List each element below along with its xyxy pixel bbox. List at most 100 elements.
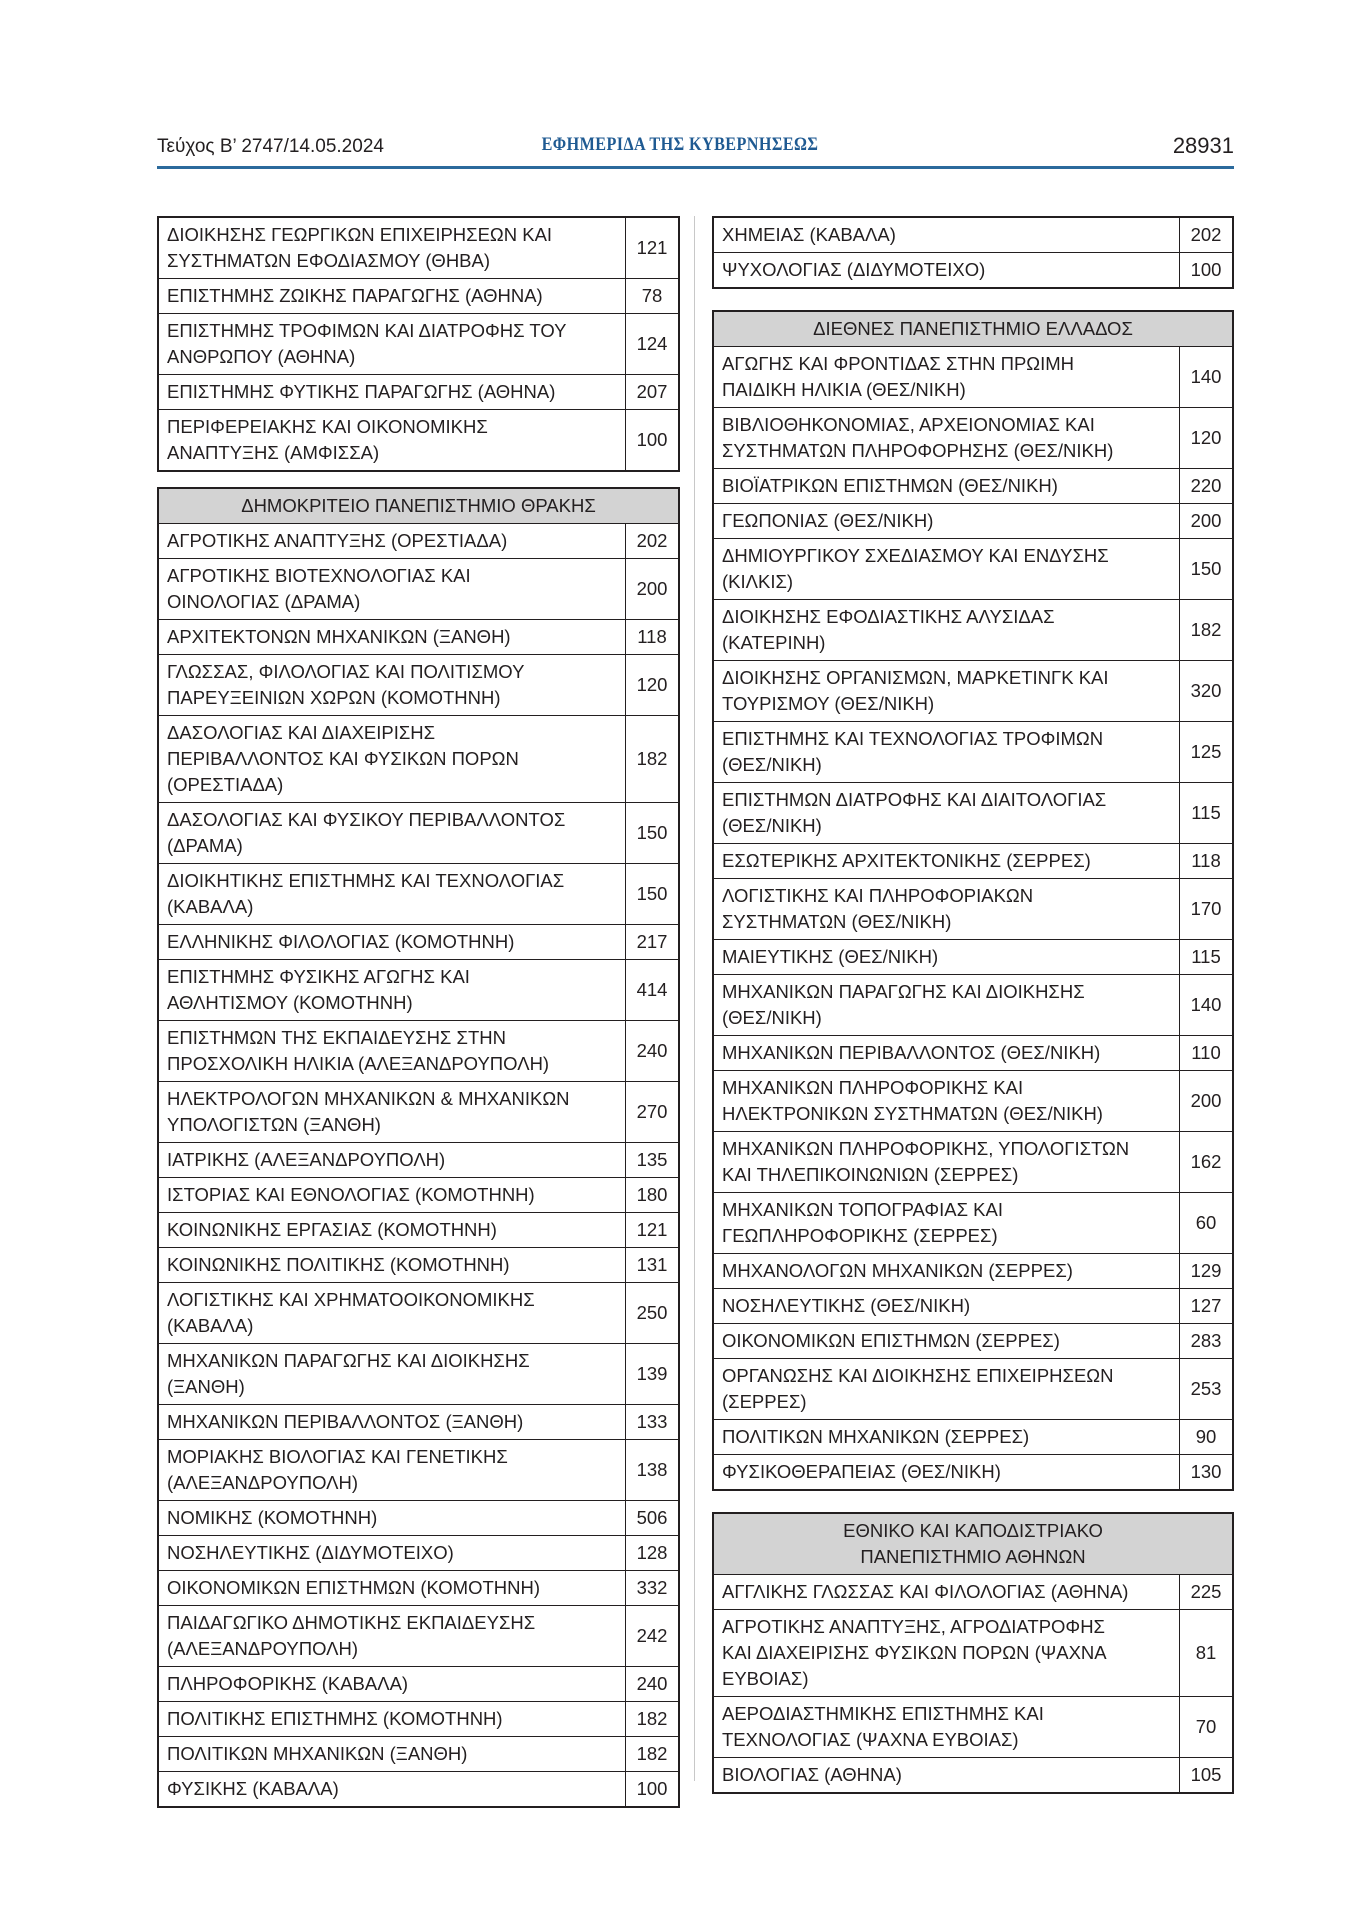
table-row: ΕΛΛΗΝΙΚΗΣ ΦΙΛΟΛΟΓΙΑΣ (ΚΟΜΟΤΗΝΗ) 217 — [157, 924, 680, 960]
department-name: ΑΓΡΟΤΙΚΗΣ ΑΝΑΠΤΥΞΗΣ (ΟΡΕΣΤΙΑΔΑ) — [157, 523, 626, 559]
department-name: ΙΑΤΡΙΚΗΣ (ΑΛΕΞΑΝΔΡΟΥΠΟΛΗ) — [157, 1142, 626, 1178]
table-row: ΝΟΜΙΚΗΣ (ΚΟΜΟΤΗΝΗ) 506 — [157, 1500, 680, 1536]
department-name: ΜΗΧΑΝΙΚΩΝ ΠΑΡΑΓΩΓΗΣ ΚΑΙ ΔΙΟΙΚΗΣΗΣ (ΘΕΣ/Ν… — [712, 974, 1180, 1036]
table-row: ΒΙΒΛΙΟΘΗΚΟΝΟΜΙΑΣ, ΑΡΧΕΙΟΝΟΜΙΑΣ ΚΑΙ ΣΥΣΤΗ… — [712, 407, 1234, 469]
department-name: ΔΑΣΟΛΟΓΙΑΣ ΚΑΙ ΔΙΑΧΕΙΡΙΣΗΣ ΠΕΡΙΒΑΛΛΟΝΤΟΣ… — [157, 715, 626, 803]
right-column: ΧΗΜΕΙΑΣ (ΚΑΒΑΛΑ) 202 ΨΥΧΟΛΟΓΙΑΣ (ΔΙΔΥΜΟΤΕΙ… — [712, 216, 1234, 1815]
places-count: 202 — [1179, 216, 1234, 253]
table-row: ΜΗΧΑΝΙΚΩΝ ΠΕΡΙΒΑΛΛΟΝΤΟΣ (ΘΕΣ/ΝΙΚΗ) 110 — [712, 1035, 1234, 1071]
left-column: ΔΙΟΙΚΗΣΗΣ ΓΕΩΡΓΙΚΩΝ ΕΠΙΧΕΙΡΗΣΕΩΝ ΚΑΙ ΣΥΣ… — [157, 216, 680, 1823]
places-count: 120 — [625, 654, 680, 716]
department-name: ΕΠΙΣΤΗΜΗΣ ΦΥΤΙΚΗΣ ΠΑΡΑΓΩΓΗΣ (ΑΘΗΝΑ) — [157, 374, 626, 410]
table-row: ΔΗΜΙΟΥΡΓΙΚΟΥ ΣΧΕΔΙΑΣΜΟΥ ΚΑΙ ΕΝΔΥΣΗΣ (ΚΙΛ… — [712, 538, 1234, 600]
department-name: ΕΣΩΤΕΡΙΚΗΣ ΑΡΧΙΤΕΚΤΟΝΙΚΗΣ (ΣΕΡΡΕΣ) — [712, 843, 1180, 879]
university-name: ΕΘΝΙΚΟ ΚΑΙ ΚΑΠΟΔΙΣΤΡΙΑΚΟ ΠΑΝΕΠΙΣΤΗΜΙΟ ΑΘ… — [712, 1512, 1234, 1575]
places-count: 225 — [1179, 1574, 1234, 1610]
table-row: ΙΣΤΟΡΙΑΣ ΚΑΙ ΕΘΝΟΛΟΓΙΑΣ (ΚΟΜΟΤΗΝΗ) 180 — [157, 1177, 680, 1213]
table-row: ΑΓΓΛΙΚΗΣ ΓΛΩΣΣΑΣ ΚΑΙ ΦΙΛΟΛΟΓΙΑΣ (ΑΘΗΝΑ) 2… — [712, 1574, 1234, 1610]
table-row: ΔΙΟΙΚΗΤΙΚΗΣ ΕΠΙΣΤΗΜΗΣ ΚΑΙ ΤΕΧΝΟΛΟΓΙΑΣ (Κ… — [157, 863, 680, 925]
places-count: 207 — [625, 374, 680, 410]
department-name: ΜΗΧΑΝΟΛΟΓΩΝ ΜΗΧΑΝΙΚΩΝ (ΣΕΡΡΕΣ) — [712, 1253, 1180, 1289]
department-name: ΙΣΤΟΡΙΑΣ ΚΑΙ ΕΘΝΟΛΟΓΙΑΣ (ΚΟΜΟΤΗΝΗ) — [157, 1177, 626, 1213]
department-name: ΓΕΩΠΟΝΙΑΣ (ΘΕΣ/ΝΙΚΗ) — [712, 503, 1180, 539]
department-name: ΦΥΣΙΚΟΘΕΡΑΠΕΙΑΣ (ΘΕΣ/ΝΙΚΗ) — [712, 1454, 1180, 1491]
places-count: 121 — [625, 1212, 680, 1248]
places-count: 131 — [625, 1247, 680, 1283]
places-count: 139 — [625, 1343, 680, 1405]
places-count: 200 — [1179, 503, 1234, 539]
department-name: ΔΙΟΙΚΗΤΙΚΗΣ ΕΠΙΣΤΗΜΗΣ ΚΑΙ ΤΕΧΝΟΛΟΓΙΑΣ (Κ… — [157, 863, 626, 925]
table-row: ΑΓΡΟΤΙΚΗΣ ΑΝΑΠΤΥΞΗΣ, ΑΓΡΟΔΙΑΤΡΟΦΗΣ ΚΑΙ Δ… — [712, 1609, 1234, 1697]
department-name: ΑΓΓΛΙΚΗΣ ΓΛΩΣΣΑΣ ΚΑΙ ΦΙΛΟΛΟΓΙΑΣ (ΑΘΗΝΑ) — [712, 1574, 1180, 1610]
university-heading-row: ΔΙΕΘΝΕΣ ΠΑΝΕΠΙΣΤΗΜΙΟ ΕΛΛΑΔΟΣ — [712, 310, 1234, 347]
department-name: ΗΛΕΚΤΡΟΛΟΓΩΝ ΜΗΧΑΝΙΚΩΝ & ΜΗΧΑΝΙΚΩΝ ΥΠΟΛΟ… — [157, 1081, 626, 1143]
places-count: 70 — [1179, 1696, 1234, 1758]
department-name: ΟΙΚΟΝΟΜΙΚΩΝ ΕΠΙΣΤΗΜΩΝ (ΚΟΜΟΤΗΝΗ) — [157, 1570, 626, 1606]
places-count: 105 — [1179, 1757, 1234, 1794]
places-count: 270 — [625, 1081, 680, 1143]
places-count: 81 — [1179, 1609, 1234, 1697]
table-row: ΙΑΤΡΙΚΗΣ (ΑΛΕΞΑΝΔΡΟΥΠΟΛΗ) 135 — [157, 1142, 680, 1178]
table-row: ΔΑΣΟΛΟΓΙΑΣ ΚΑΙ ΦΥΣΙΚΟΥ ΠΕΡΙΒΑΛΛΟΝΤΟΣ (ΔΡ… — [157, 802, 680, 864]
table-row: ΑΡΧΙΤΕΚΤΟΝΩΝ ΜΗΧΑΝΙΚΩΝ (ΞΑΝΘΗ) 118 — [157, 619, 680, 655]
department-name: ΨΥΧΟΛΟΓΙΑΣ (ΔΙΔΥΜΟΤΕΙΧΟ) — [712, 252, 1180, 289]
table-row: ΓΕΩΠΟΝΙΑΣ (ΘΕΣ/ΝΙΚΗ) 200 — [712, 503, 1234, 539]
table-row: ΦΥΣΙΚΟΘΕΡΑΠΕΙΑΣ (ΘΕΣ/ΝΙΚΗ) 130 — [712, 1454, 1234, 1491]
issue-number: Τεύχος Β’ 2747/14.05.2024 — [157, 136, 384, 157]
table-row: ΠΑΙΔΑΓΩΓΙΚΟ ΔΗΜΟΤΙΚΗΣ ΕΚΠΑΙΔΕΥΣΗΣ (ΑΛΕΞΑ… — [157, 1605, 680, 1667]
places-count: 60 — [1179, 1192, 1234, 1254]
department-name: ΜΗΧΑΝΙΚΩΝ ΤΟΠΟΓΡΑΦΙΑΣ ΚΑΙ ΓΕΩΠΛΗΡΟΦΟΡΙΚΗ… — [712, 1192, 1180, 1254]
department-name: ΚΟΙΝΩΝΙΚΗΣ ΠΟΛΙΤΙΚΗΣ (ΚΟΜΟΤΗΝΗ) — [157, 1247, 626, 1283]
table-row: ΟΙΚΟΝΟΜΙΚΩΝ ΕΠΙΣΤΗΜΩΝ (ΣΕΡΡΕΣ) 283 — [712, 1323, 1234, 1359]
table-row: ΜΗΧΑΝΙΚΩΝ ΠΛΗΡΟΦΟΡΙΚΗΣ ΚΑΙ ΗΛΕΚΤΡΟΝΙΚΩΝ … — [712, 1070, 1234, 1132]
table-row: ΕΠΙΣΤΗΜΗΣ ΚΑΙ ΤΕΧΝΟΛΟΓΙΑΣ ΤΡΟΦΙΜΩΝ (ΘΕΣ/… — [712, 721, 1234, 783]
places-count: 283 — [1179, 1323, 1234, 1359]
header-rule — [157, 166, 1234, 169]
department-name: ΜΗΧΑΝΙΚΩΝ ΠΕΡΙΒΑΛΛΟΝΤΟΣ (ΞΑΝΘΗ) — [157, 1404, 626, 1440]
table-row: ΕΠΙΣΤΗΜΗΣ ΖΩΙΚΗΣ ΠΑΡΑΓΩΓΗΣ (ΑΘΗΝΑ) 78 — [157, 278, 680, 314]
places-count: 124 — [625, 313, 680, 375]
department-name: ΕΠΙΣΤΗΜΩΝ ΤΗΣ ΕΚΠΑΙΔΕΥΣΗΣ ΣΤΗΝ ΠΡΟΣΧΟΛΙΚ… — [157, 1020, 626, 1082]
table-row: ΜΗΧΑΝΟΛΟΓΩΝ ΜΗΧΑΝΙΚΩΝ (ΣΕΡΡΕΣ) 129 — [712, 1253, 1234, 1289]
department-name: ΔΑΣΟΛΟΓΙΑΣ ΚΑΙ ΦΥΣΙΚΟΥ ΠΕΡΙΒΑΛΛΟΝΤΟΣ (ΔΡ… — [157, 802, 626, 864]
department-name: ΔΙΟΙΚΗΣΗΣ ΟΡΓΑΝΙΣΜΩΝ, ΜΑΡΚΕΤΙΝΓΚ ΚΑΙ ΤΟΥ… — [712, 660, 1180, 722]
department-name: ΒΙΟΛΟΓΙΑΣ (ΑΘΗΝΑ) — [712, 1757, 1180, 1794]
table-row: ΨΥΧΟΛΟΓΙΑΣ (ΔΙΔΥΜΟΤΕΙΧΟ) 100 — [712, 252, 1234, 289]
department-name: ΚΟΙΝΩΝΙΚΗΣ ΕΡΓΑΣΙΑΣ (ΚΟΜΟΤΗΝΗ) — [157, 1212, 626, 1248]
places-count: 150 — [625, 802, 680, 864]
places-count: 140 — [1179, 974, 1234, 1036]
places-count: 78 — [625, 278, 680, 314]
department-name: ΠΟΛΙΤΙΚΩΝ ΜΗΧΑΝΙΚΩΝ (ΣΕΡΡΕΣ) — [712, 1419, 1180, 1455]
table-row: ΠΕΡΙΦΕΡΕΙΑΚΗΣ ΚΑΙ ΟΙΚΟΝΟΜΙΚΗΣ ΑΝΑΠΤΥΞΗΣ … — [157, 409, 680, 472]
university-table: ΔΗΜΟΚΡΙΤΕΙΟ ΠΑΝΕΠΙΣΤΗΜΙΟ ΘΡΑΚΗΣ ΑΓΡΟΤΙΚΗΣ… — [157, 487, 680, 1808]
table-row: ΑΓΡΟΤΙΚΗΣ ΑΝΑΠΤΥΞΗΣ (ΟΡΕΣΤΙΑΔΑ) 202 — [157, 523, 680, 559]
table-row: ΕΠΙΣΤΗΜΩΝ ΔΙΑΤΡΟΦΗΣ ΚΑΙ ΔΙΑΙΤΟΛΟΓΙΑΣ (ΘΕ… — [712, 782, 1234, 844]
places-count: 127 — [1179, 1288, 1234, 1324]
university-heading-row: ΕΘΝΙΚΟ ΚΑΙ ΚΑΠΟΔΙΣΤΡΙΑΚΟ ΠΑΝΕΠΙΣΤΗΜΙΟ ΑΘ… — [712, 1512, 1234, 1575]
places-count: 180 — [625, 1177, 680, 1213]
department-name: ΓΛΩΣΣΑΣ, ΦΙΛΟΛΟΓΙΑΣ ΚΑΙ ΠΟΛΙΤΙΣΜΟΥ ΠΑΡΕΥ… — [157, 654, 626, 716]
table-row: ΑΓΡΟΤΙΚΗΣ ΒΙΟΤΕΧΝΟΛΟΓΙΑΣ ΚΑΙ ΟΙΝΟΛΟΓΙΑΣ … — [157, 558, 680, 620]
department-name: ΟΡΓΑΝΩΣΗΣ ΚΑΙ ΔΙΟΙΚΗΣΗΣ ΕΠΙΧΕΙΡΗΣΕΩΝ (ΣΕ… — [712, 1358, 1180, 1420]
places-count: 170 — [1179, 878, 1234, 940]
department-name: ΛΟΓΙΣΤΙΚΗΣ ΚΑΙ ΠΛΗΡΟΦΟΡΙΑΚΩΝ ΣΥΣΤΗΜΑΤΩΝ … — [712, 878, 1180, 940]
table-row: ΚΟΙΝΩΝΙΚΗΣ ΠΟΛΙΤΙΚΗΣ (ΚΟΜΟΤΗΝΗ) 131 — [157, 1247, 680, 1283]
department-name: ΑΓΩΓΗΣ ΚΑΙ ΦΡΟΝΤΙΔΑΣ ΣΤΗΝ ΠΡΩΙΜΗ ΠΑΙΔΙΚΗ… — [712, 346, 1180, 408]
table-row: ΕΠΙΣΤΗΜΩΝ ΤΗΣ ΕΚΠΑΙΔΕΥΣΗΣ ΣΤΗΝ ΠΡΟΣΧΟΛΙΚ… — [157, 1020, 680, 1082]
department-name: ΑΓΡΟΤΙΚΗΣ ΑΝΑΠΤΥΞΗΣ, ΑΓΡΟΔΙΑΤΡΟΦΗΣ ΚΑΙ Δ… — [712, 1609, 1180, 1697]
department-name: ΜΟΡΙΑΚΗΣ ΒΙΟΛΟΓΙΑΣ ΚΑΙ ΓΕΝΕΤΙΚΗΣ (ΑΛΕΞΑΝ… — [157, 1439, 626, 1501]
department-name: ΜΗΧΑΝΙΚΩΝ ΠΕΡΙΒΑΛΛΟΝΤΟΣ (ΘΕΣ/ΝΙΚΗ) — [712, 1035, 1180, 1071]
table-row: ΜΗΧΑΝΙΚΩΝ ΠΕΡΙΒΑΛΛΟΝΤΟΣ (ΞΑΝΘΗ) 133 — [157, 1404, 680, 1440]
continued-table: ΧΗΜΕΙΑΣ (ΚΑΒΑΛΑ) 202 ΨΥΧΟΛΟΓΙΑΣ (ΔΙΔΥΜΟΤΕΙ… — [712, 216, 1234, 289]
department-name: ΑΡΧΙΤΕΚΤΟΝΩΝ ΜΗΧΑΝΙΚΩΝ (ΞΑΝΘΗ) — [157, 619, 626, 655]
places-count: 182 — [625, 1736, 680, 1772]
places-count: 135 — [625, 1142, 680, 1178]
table-row: ΔΙΟΙΚΗΣΗΣ ΟΡΓΑΝΙΣΜΩΝ, ΜΑΡΚΕΤΙΝΓΚ ΚΑΙ ΤΟΥ… — [712, 660, 1234, 722]
table-row: ΜΟΡΙΑΚΗΣ ΒΙΟΛΟΓΙΑΣ ΚΑΙ ΓΕΝΕΤΙΚΗΣ (ΑΛΕΞΑΝ… — [157, 1439, 680, 1501]
places-count: 250 — [625, 1282, 680, 1344]
university-name: ΔΗΜΟΚΡΙΤΕΙΟ ΠΑΝΕΠΙΣΤΗΜΙΟ ΘΡΑΚΗΣ — [157, 487, 680, 524]
university-name: ΔΙΕΘΝΕΣ ΠΑΝΕΠΙΣΤΗΜΙΟ ΕΛΛΑΔΟΣ — [712, 310, 1234, 347]
table-row: ΗΛΕΚΤΡΟΛΟΓΩΝ ΜΗΧΑΝΙΚΩΝ & ΜΗΧΑΝΙΚΩΝ ΥΠΟΛΟ… — [157, 1081, 680, 1143]
department-name: ΟΙΚΟΝΟΜΙΚΩΝ ΕΠΙΣΤΗΜΩΝ (ΣΕΡΡΕΣ) — [712, 1323, 1180, 1359]
places-count: 133 — [625, 1404, 680, 1440]
